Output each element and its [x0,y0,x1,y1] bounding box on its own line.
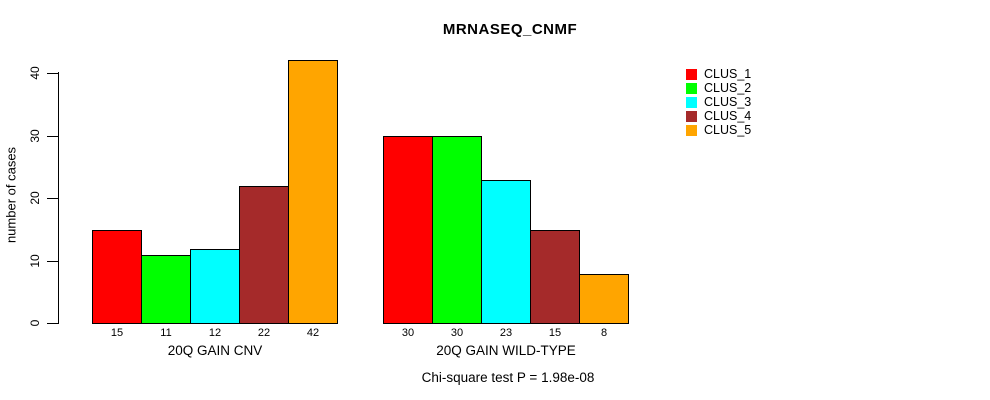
bar-value-label: 8 [600,327,608,339]
bar-clus_1-group2 [383,136,433,324]
bar-value-label: 30 [450,327,464,339]
bar-clus_3-group2 [481,180,531,324]
bar-value-label: 15 [548,327,562,339]
legend-label: CLUS_3 [704,95,752,109]
y-axis-title: number of cases [3,146,19,244]
legend-swatch-icon [686,124,697,136]
bar-value-label: 23 [499,327,513,339]
y-tick-mark [47,261,58,262]
bar-value-label: 30 [401,327,415,339]
y-tick-label: 40 [28,66,42,80]
y-tick-mark [47,73,58,74]
legend-entry-clus_2: CLUS_2 [686,81,751,95]
legend-swatch-icon [686,110,697,122]
y-tick-label: 30 [28,129,42,143]
legend-label: CLUS_5 [704,123,752,137]
bar-clus_5-group1 [288,60,338,324]
legend-label: CLUS_4 [704,109,752,123]
legend-swatch-icon [686,96,697,108]
legend-entry-clus_5: CLUS_5 [686,123,751,137]
bar-value-label: 42 [306,327,320,339]
group-label: 20Q GAIN CNV [167,343,263,358]
legend-entry-clus_3: CLUS_3 [686,95,751,109]
y-tick-mark [47,323,58,324]
legend-entry-clus_1: CLUS_1 [686,67,751,81]
bar-clus_4-group1 [239,186,289,324]
chart-title: MRNASEQ_CNMF [442,21,578,38]
legend-label: CLUS_1 [704,67,752,81]
legend-swatch-icon [686,68,697,80]
bar-value-label: 12 [208,327,222,339]
y-axis-line [58,72,59,324]
y-tick-mark [47,136,58,137]
y-tick-label: 20 [28,191,42,205]
legend-swatch-icon [686,82,697,94]
group-label: 20Q GAIN WILD-TYPE [436,343,576,358]
bar-clus_4-group2 [530,230,580,324]
y-tick-mark [47,198,58,199]
y-tick-label: 0 [28,319,42,327]
bar-value-label: 15 [110,327,124,339]
legend-entry-clus_4: CLUS_4 [686,109,751,123]
bar-clus_5-group2 [579,274,629,324]
chi-square-caption: Chi-square test P = 1.98e-08 [421,370,595,385]
bar-clus_3-group1 [190,249,240,324]
y-tick-label: 10 [28,254,42,268]
legend-label: CLUS_2 [704,81,752,95]
bar-clus_2-group1 [141,255,191,324]
bar-value-label: 11 [160,327,172,339]
bar-clus_2-group2 [432,136,482,324]
legend: CLUS_1 CLUS_2 CLUS_3 CLUS_4 CLUS_5 [686,67,751,137]
bar-clus_1-group1 [92,230,142,324]
bar-value-label: 22 [257,327,271,339]
